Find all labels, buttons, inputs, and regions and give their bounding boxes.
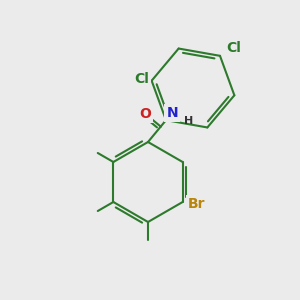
Text: N: N	[167, 106, 178, 120]
Text: Cl: Cl	[134, 72, 149, 86]
Text: Br: Br	[188, 197, 206, 211]
Text: O: O	[140, 107, 151, 121]
Text: H: H	[184, 116, 194, 126]
Text: Cl: Cl	[226, 41, 242, 55]
